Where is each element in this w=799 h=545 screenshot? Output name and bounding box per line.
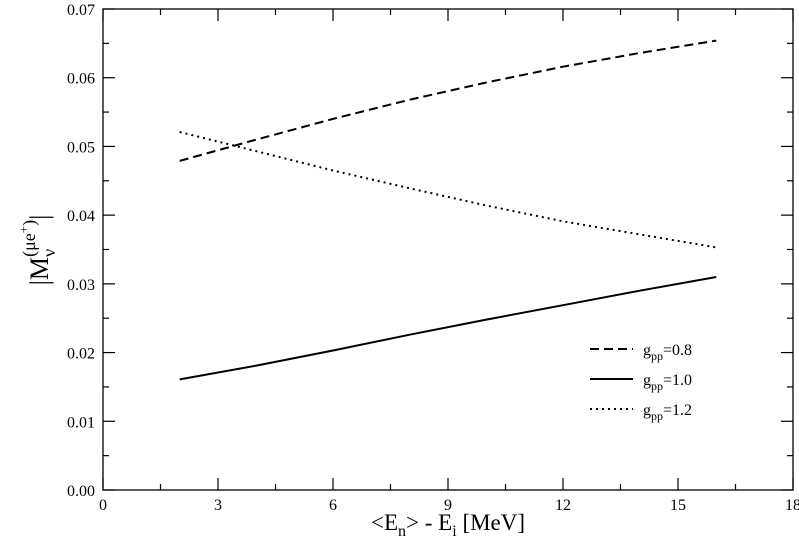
svg-text:|Mν(μe+)|: |Mν(μe+)|: [16, 215, 59, 286]
y-title-superscript-close: ): [19, 220, 40, 226]
x-tick-label: 6: [329, 497, 337, 514]
y-axis-title: |Mν(μe+)|: [16, 215, 59, 286]
series-line-1: [179, 276, 717, 381]
y-tick-label: 0.06: [67, 71, 95, 88]
legend-label-0-main: g: [643, 342, 651, 359]
x-title-gt: >: [406, 510, 419, 535]
x-tick-label: 0: [99, 497, 107, 514]
y-tick-label: 0.02: [67, 346, 95, 363]
legend-label-1-value: =1.0: [663, 372, 692, 389]
x-tick-label: 12: [555, 497, 571, 514]
legend-label-1: gpp=1.0: [643, 372, 692, 393]
x-title-minus: -: [419, 510, 438, 535]
legend-label-0: gpp=0.8: [643, 342, 692, 363]
legend-label-0-value: =0.8: [663, 342, 692, 359]
legend-label-0-sub: pp: [651, 349, 663, 363]
series-line-2: [179, 131, 717, 249]
y-title-subscript: ν: [39, 249, 59, 257]
y-title-bar-left: |: [25, 280, 54, 285]
axis-ticks: [102, 8, 794, 491]
y-tick-label: 0.07: [67, 2, 95, 19]
y-tick-label: 0.03: [67, 277, 95, 294]
x-title-e2: E: [438, 510, 452, 535]
x-title-lt: <: [371, 510, 384, 535]
legend-label-2-value: =1.2: [663, 402, 692, 419]
legend-label-2-sub: pp: [651, 409, 663, 423]
x-title-sub-n: n: [398, 523, 406, 540]
y-tick-label: 0.01: [67, 414, 95, 431]
x-tick-label: 15: [670, 497, 686, 514]
x-title-sub-i: i: [452, 523, 457, 540]
series-layer: [179, 39, 717, 381]
series-line-0: [179, 39, 717, 162]
y-title-bar-right: |: [25, 215, 54, 220]
x-tick-label: 3: [214, 497, 222, 514]
y-tick-label: 0.04: [67, 208, 95, 225]
y-title-m: M: [25, 257, 54, 280]
legend-label-2-main: g: [643, 402, 651, 419]
x-tick-label: 9: [444, 497, 452, 514]
y-title-superscript: (μe: [19, 233, 40, 257]
x-axis-title: <En> - Ei [MeV]: [371, 510, 525, 540]
legend: gpp=0.8 gpp=1.0 gpp=1.2: [590, 342, 692, 423]
tick-labels: 0 3 6 9 12 15 18 0.00 0.01 0.02 0.03 0.04 0.05 0.06 0.…: [67, 2, 799, 514]
y-tick-label: 0.00: [67, 483, 95, 500]
x-title-unit: [MeV]: [457, 510, 525, 535]
y-title-superscript-plus: +: [16, 226, 31, 233]
legend-label-2: gpp=1.2: [643, 402, 692, 423]
x-tick-label: 18: [785, 497, 799, 514]
legend-label-1-sub: pp: [651, 379, 663, 393]
y-tick-label: 0.05: [67, 139, 95, 156]
x-title-e: E: [384, 510, 398, 535]
legend-label-1-main: g: [643, 372, 651, 389]
